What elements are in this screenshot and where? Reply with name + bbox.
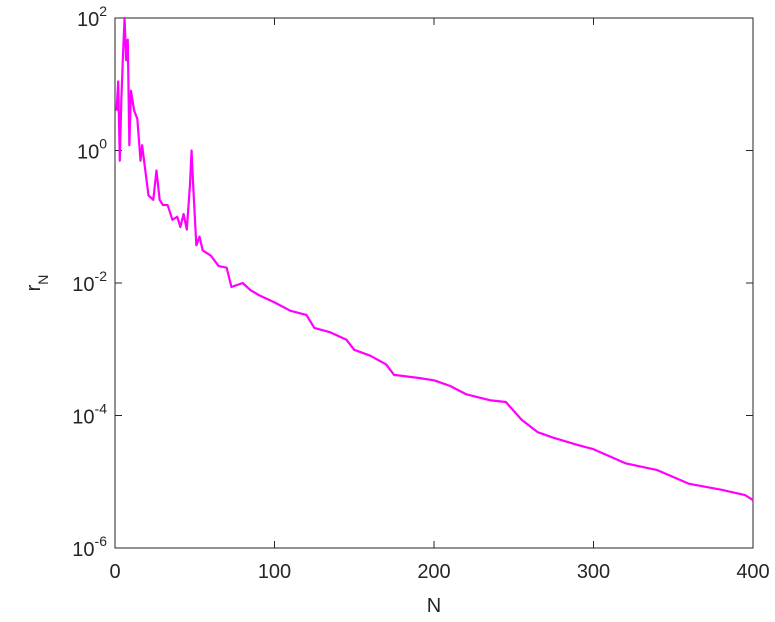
x-axis-label: N [427, 595, 441, 617]
y-tick-label: 100 [77, 136, 107, 164]
tick-base: 10 [72, 407, 94, 429]
x-tick-label: 400 [736, 561, 769, 583]
plot-frame [114, 17, 754, 549]
tick-base: 10 [77, 142, 99, 164]
y-tick-label: 10-2 [72, 268, 107, 296]
data-line [115, 16, 754, 501]
y-tick-label: 102 [77, 3, 107, 31]
x-tick-label: 0 [109, 561, 120, 583]
tick-exponent: 2 [99, 3, 107, 19]
y-axis-label: rN [23, 275, 51, 292]
label-base: r [23, 284, 45, 291]
y-tick-label: 10-4 [72, 401, 107, 429]
y-tick-label: 10-6 [72, 533, 107, 561]
tick-exponent: -6 [95, 533, 108, 549]
x-tick-label: 100 [258, 561, 291, 583]
tick-base: 10 [72, 539, 94, 561]
tick-exponent: -2 [95, 268, 108, 284]
label-subscript: N [35, 275, 51, 285]
x-tick-label: 200 [417, 561, 450, 583]
tick-exponent: 0 [99, 136, 107, 152]
x-tick-label: 300 [577, 561, 610, 583]
tick-exponent: -4 [95, 401, 108, 417]
tick-base: 10 [72, 274, 94, 296]
tick-base: 10 [77, 9, 99, 31]
